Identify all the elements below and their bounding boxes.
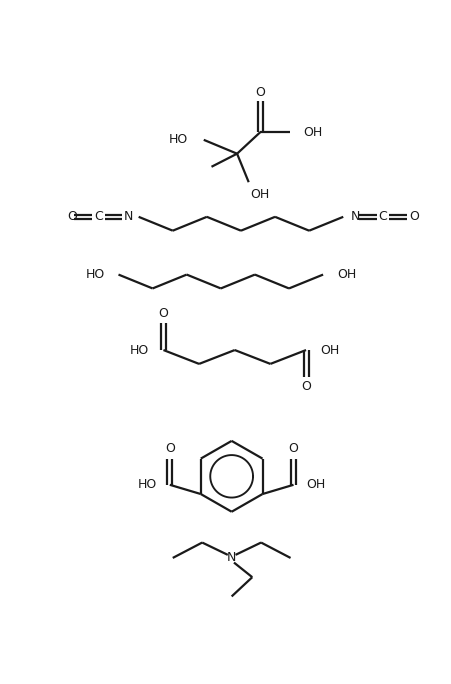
Text: HO: HO	[138, 478, 157, 491]
Text: N: N	[226, 551, 236, 564]
Text: O: O	[409, 211, 419, 224]
Text: O: O	[300, 380, 310, 393]
Text: OH: OH	[303, 126, 322, 139]
Text: HO: HO	[130, 343, 149, 356]
Text: N: N	[124, 211, 133, 224]
Text: C: C	[94, 211, 102, 224]
Text: HO: HO	[85, 268, 104, 281]
Text: O: O	[165, 442, 175, 455]
Text: C: C	[377, 211, 387, 224]
Text: O: O	[255, 86, 265, 98]
Text: N: N	[350, 211, 359, 224]
Text: OH: OH	[319, 343, 339, 356]
Text: O: O	[158, 306, 168, 319]
Text: HO: HO	[169, 133, 188, 146]
Text: O: O	[288, 442, 298, 455]
Text: O: O	[67, 211, 77, 224]
Text: OH: OH	[250, 188, 269, 201]
Text: OH: OH	[336, 268, 355, 281]
Text: OH: OH	[305, 478, 324, 491]
